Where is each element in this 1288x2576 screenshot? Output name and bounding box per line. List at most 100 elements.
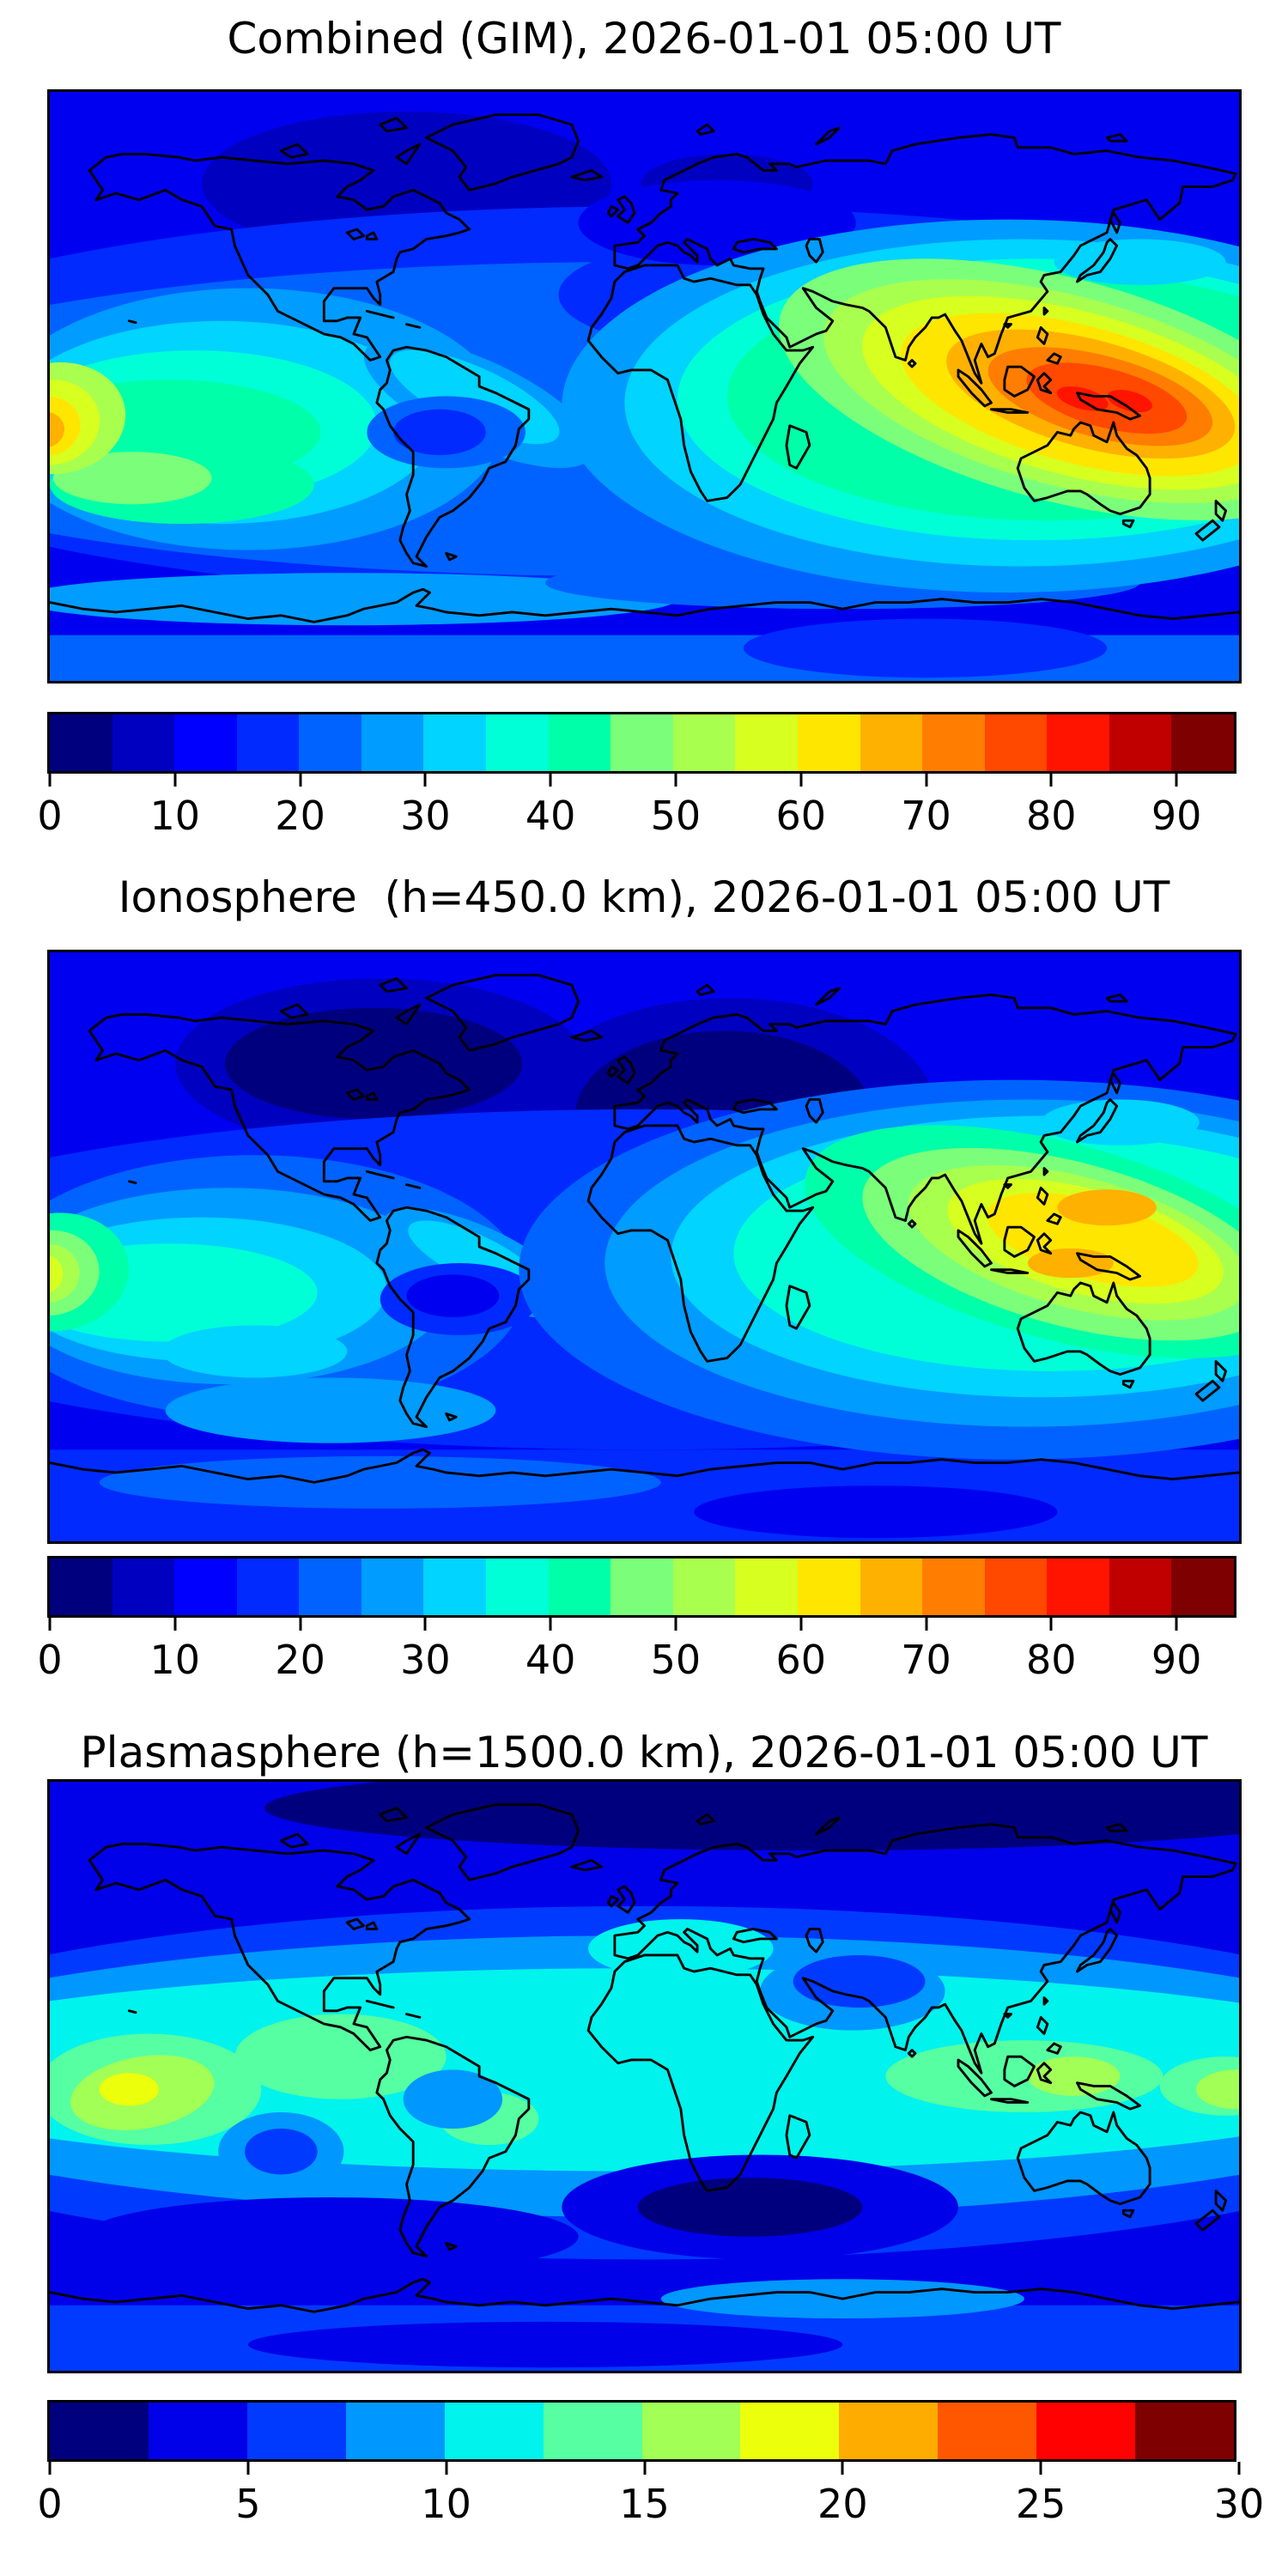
colorbar-tick-label: 40: [525, 1637, 576, 1683]
colorbar-combined: 0 10 20 30 40 50 60 70 80 90: [37, 712, 1239, 858]
colorbar-segment: [548, 714, 611, 771]
colorbar-segment: [797, 714, 860, 771]
colorbar-segment: [938, 2403, 1037, 2459]
colorbar-segment: [50, 1558, 112, 1615]
map-ionosphere: [47, 950, 1242, 1544]
colorbar-segment: [345, 2403, 445, 2459]
colorbar-segment: [486, 714, 549, 771]
colorbar-segment: [797, 1558, 860, 1615]
map-combined-svg: [50, 92, 1239, 681]
colorbar-segment: [984, 714, 1048, 771]
colorbar-bar: [47, 712, 1236, 774]
colorbar-segment: [1135, 2403, 1235, 2459]
colorbar-segment: [299, 1558, 361, 1615]
colorbar-tick-label: 20: [275, 793, 325, 839]
colorbar-tick: [173, 1618, 177, 1631]
colorbar-tick-label: 20: [275, 1637, 325, 1683]
colorbar-segment: [984, 1558, 1048, 1615]
dateline-wrap-crest-combined: [50, 361, 126, 475]
colorbar-tick-label: 70: [901, 793, 951, 839]
colorbar-segment: [236, 1558, 300, 1615]
colorbar-segment: [611, 1558, 673, 1615]
colorbar-tick: [1049, 1618, 1053, 1631]
anomaly-hotspot-ionosphere: [805, 1125, 1239, 1358]
colorbar-segment: [174, 1558, 237, 1615]
colorbar-tick: [1175, 774, 1178, 787]
colorbar-segment: [543, 2403, 642, 2459]
colorbar-segment: [611, 714, 673, 771]
colorbar-ticks: 0 10 20 30 40 50 60 70 80 90: [37, 774, 1239, 856]
colorbar-tick-label: 90: [1151, 1637, 1202, 1683]
colorbar-ionosphere: 0 10 20 30 40 50 60 70 80 90: [37, 1556, 1236, 1702]
colorbar-tick-label: 5: [235, 2481, 261, 2527]
map-ionosphere-svg: [50, 952, 1239, 1541]
colorbar-tick: [445, 2462, 448, 2475]
colorbar-segment: [50, 2403, 149, 2459]
tec-field-combined: [50, 92, 1239, 681]
colorbar-bar: [47, 1556, 1236, 1618]
panel-title-ionosphere: Ionosphere (h=450.0 km), 2026-01-01 05:0…: [118, 872, 1170, 922]
colorbar-segment: [361, 714, 424, 771]
colorbar-tick-label: 0: [37, 1637, 63, 1683]
colorbar-tick: [841, 2462, 844, 2475]
colorbar-segment: [922, 1558, 985, 1615]
colorbar-segment: [735, 714, 798, 771]
colorbar-tick: [549, 1618, 552, 1631]
colorbar-tick: [1049, 774, 1053, 787]
colorbar-segment: [1047, 1558, 1109, 1615]
colorbar-tick: [173, 774, 177, 787]
colorbar-segment: [922, 714, 985, 771]
panel-title-plasmasphere: Plasmasphere (h=1500.0 km), 2026-01-01 0…: [80, 1728, 1208, 1777]
colorbar-tick-label: 30: [1213, 2481, 1265, 2527]
colorbar-segment: [112, 1558, 175, 1615]
colorbar-segment: [672, 714, 736, 771]
colorbar-tick-label: 50: [650, 793, 702, 839]
colorbar-segment: [1047, 714, 1109, 771]
colorbar-tick-label: 30: [400, 793, 451, 839]
colorbar-tick: [549, 774, 552, 787]
colorbar-tick-label: 40: [525, 793, 576, 839]
colorbar-tick: [799, 774, 803, 787]
colorbar-tick-label: 90: [1151, 793, 1202, 839]
anomaly-hotspot-combined: [779, 258, 1239, 520]
tec-field-ionosphere: [50, 952, 1239, 1541]
colorbar-tick: [48, 774, 52, 787]
colorbar-segment: [1171, 1558, 1234, 1615]
colorbar-tick: [643, 2462, 646, 2475]
colorbar-tick-label: 80: [1026, 793, 1077, 839]
colorbar-segment: [148, 2403, 247, 2459]
colorbar-segment: [361, 1558, 424, 1615]
colorbar-segment: [423, 1558, 487, 1615]
colorbar-segment: [1109, 1558, 1172, 1615]
colorbar-tick: [299, 1618, 302, 1631]
colorbar-segment: [423, 714, 487, 771]
colorbar-segment: [112, 714, 175, 771]
colorbar-tick: [925, 1618, 928, 1631]
colorbar-ticks: 0 5 10 15 20 25 30: [37, 2462, 1264, 2544]
colorbar-tick: [799, 1618, 803, 1631]
colorbar-tick: [925, 774, 928, 787]
colorbar-segment: [839, 2403, 939, 2459]
colorbar-bar: [47, 2400, 1236, 2462]
colorbar-segment: [1036, 2403, 1136, 2459]
colorbar-segment: [50, 714, 112, 771]
colorbar-tick-label: 70: [901, 1637, 951, 1683]
map-plasmasphere-svg: [50, 1782, 1239, 2371]
colorbar-segment: [246, 2403, 346, 2459]
colorbar-segment: [735, 1558, 798, 1615]
colorbar-tick-label: 50: [650, 1637, 702, 1683]
colorbar-tick-label: 30: [400, 1637, 451, 1683]
tec-field-plasmasphere: [50, 1782, 1239, 2371]
colorbar-segment: [236, 714, 300, 771]
colorbar-tick-label: 10: [149, 793, 201, 839]
colorbar-segment: [1171, 714, 1234, 771]
colorbar-tick: [674, 1618, 677, 1631]
colorbar-tick: [1237, 2462, 1241, 2475]
colorbar-tick: [299, 774, 302, 787]
colorbar-tick: [1175, 1618, 1178, 1631]
map-combined: [47, 89, 1242, 683]
colorbar-segment: [860, 714, 923, 771]
colorbar-segment: [299, 714, 361, 771]
colorbar-segment: [1109, 714, 1172, 771]
panel-title-combined: Combined (GIM), 2026-01-01 05:00 UT: [227, 14, 1061, 64]
